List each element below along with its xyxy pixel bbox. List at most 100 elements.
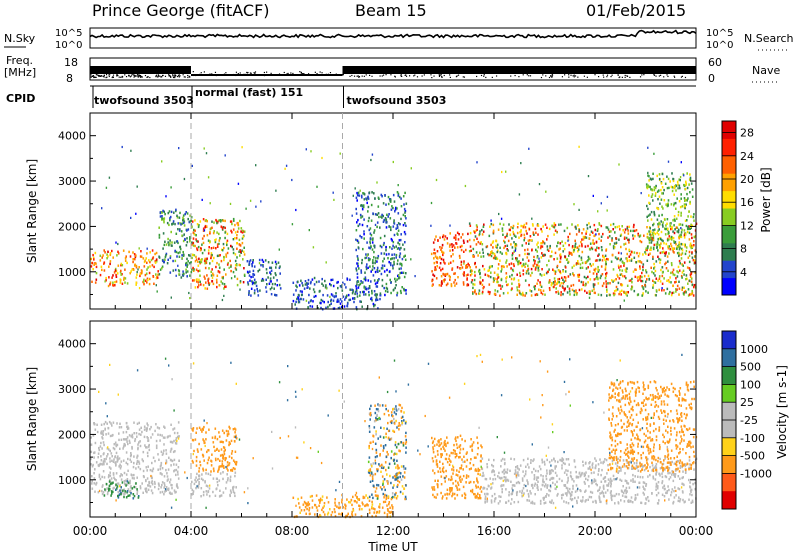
data-cell <box>445 475 448 478</box>
data-cell <box>161 453 164 456</box>
data-cell <box>686 186 689 190</box>
data-cell <box>646 278 648 281</box>
data-cell <box>358 194 361 197</box>
data-cell <box>163 493 165 496</box>
data-cell <box>499 477 502 480</box>
data-cell <box>395 227 397 230</box>
data-cell <box>605 272 607 276</box>
data-cell <box>391 247 393 250</box>
data-cell <box>139 272 142 276</box>
data-cell <box>163 221 165 224</box>
data-cell <box>234 467 236 471</box>
data-cell <box>109 283 111 286</box>
data-cell <box>527 272 530 275</box>
freq-dot <box>120 76 122 78</box>
data-cell <box>269 271 271 274</box>
data-cell <box>653 214 656 217</box>
data-cell <box>307 306 309 309</box>
data-cell <box>391 492 394 495</box>
data-cell <box>690 215 692 218</box>
data-cell <box>538 183 541 186</box>
data-cell <box>669 225 672 228</box>
data-cell <box>556 264 559 268</box>
data-cell <box>125 484 127 487</box>
data-cell <box>517 222 519 225</box>
data-cell <box>117 490 120 494</box>
data-cell <box>156 290 158 293</box>
data-cell <box>215 487 218 490</box>
data-cell <box>218 479 221 482</box>
freq-dot <box>681 75 683 77</box>
freq-dot <box>301 73 303 75</box>
data-cell <box>207 490 210 493</box>
data-cell <box>378 510 381 513</box>
data-cell <box>112 274 114 277</box>
data-cell <box>667 202 669 205</box>
data-cell <box>142 469 145 473</box>
data-cell <box>525 262 527 265</box>
data-cell <box>531 249 533 252</box>
data-cell <box>682 264 684 267</box>
freq-dot <box>440 74 442 76</box>
data-cell <box>658 189 660 192</box>
data-cell <box>221 228 224 231</box>
data-cell <box>345 295 348 298</box>
data-cell <box>665 242 668 246</box>
data-cell <box>605 274 607 278</box>
data-cell <box>433 444 436 447</box>
data-cell <box>232 238 235 241</box>
data-cell <box>658 277 661 280</box>
freq-dot <box>183 76 185 78</box>
data-cell <box>123 278 125 281</box>
data-cell <box>647 146 649 149</box>
data-cell <box>194 219 196 222</box>
data-cell <box>372 462 375 465</box>
data-cell <box>514 247 517 250</box>
data-cell <box>559 247 561 250</box>
data-cell <box>475 484 477 487</box>
data-cell <box>446 242 449 245</box>
data-cell <box>163 210 165 213</box>
data-cell <box>538 265 540 268</box>
data-cell <box>379 226 381 229</box>
data-cell <box>465 481 467 484</box>
data-cell <box>116 422 118 425</box>
data-cell <box>196 223 199 226</box>
data-cell <box>670 245 673 248</box>
data-cell <box>388 198 391 201</box>
data-cell <box>396 207 398 210</box>
data-cell <box>644 502 646 505</box>
data-cell <box>605 249 607 252</box>
data-cell <box>341 501 343 504</box>
data-cell <box>270 272 272 276</box>
freq-dot <box>438 75 441 78</box>
data-cell <box>382 480 385 483</box>
data-cell <box>507 283 509 286</box>
data-cell <box>130 452 132 455</box>
data-cell <box>354 513 357 516</box>
data-cell <box>565 276 567 279</box>
data-cell <box>368 511 371 514</box>
data-cell <box>212 272 214 275</box>
data-cell <box>458 476 461 479</box>
data-cell <box>400 291 402 295</box>
data-cell <box>502 265 504 268</box>
data-cell <box>361 196 363 199</box>
data-cell <box>175 442 178 445</box>
data-cell <box>109 449 111 453</box>
data-cell <box>475 494 477 498</box>
data-cell <box>274 260 277 264</box>
data-cell <box>205 490 208 493</box>
data-cell <box>664 233 667 236</box>
freq-dot <box>178 74 180 76</box>
data-cell <box>191 279 194 282</box>
data-cell <box>205 281 207 284</box>
data-cell <box>627 467 630 470</box>
data-cell <box>686 227 689 231</box>
data-cell <box>586 223 588 227</box>
data-cell <box>383 412 386 416</box>
freq-dot <box>449 76 451 79</box>
data-cell <box>405 272 407 275</box>
freq-dot <box>551 75 553 77</box>
freq-dot <box>548 76 551 79</box>
